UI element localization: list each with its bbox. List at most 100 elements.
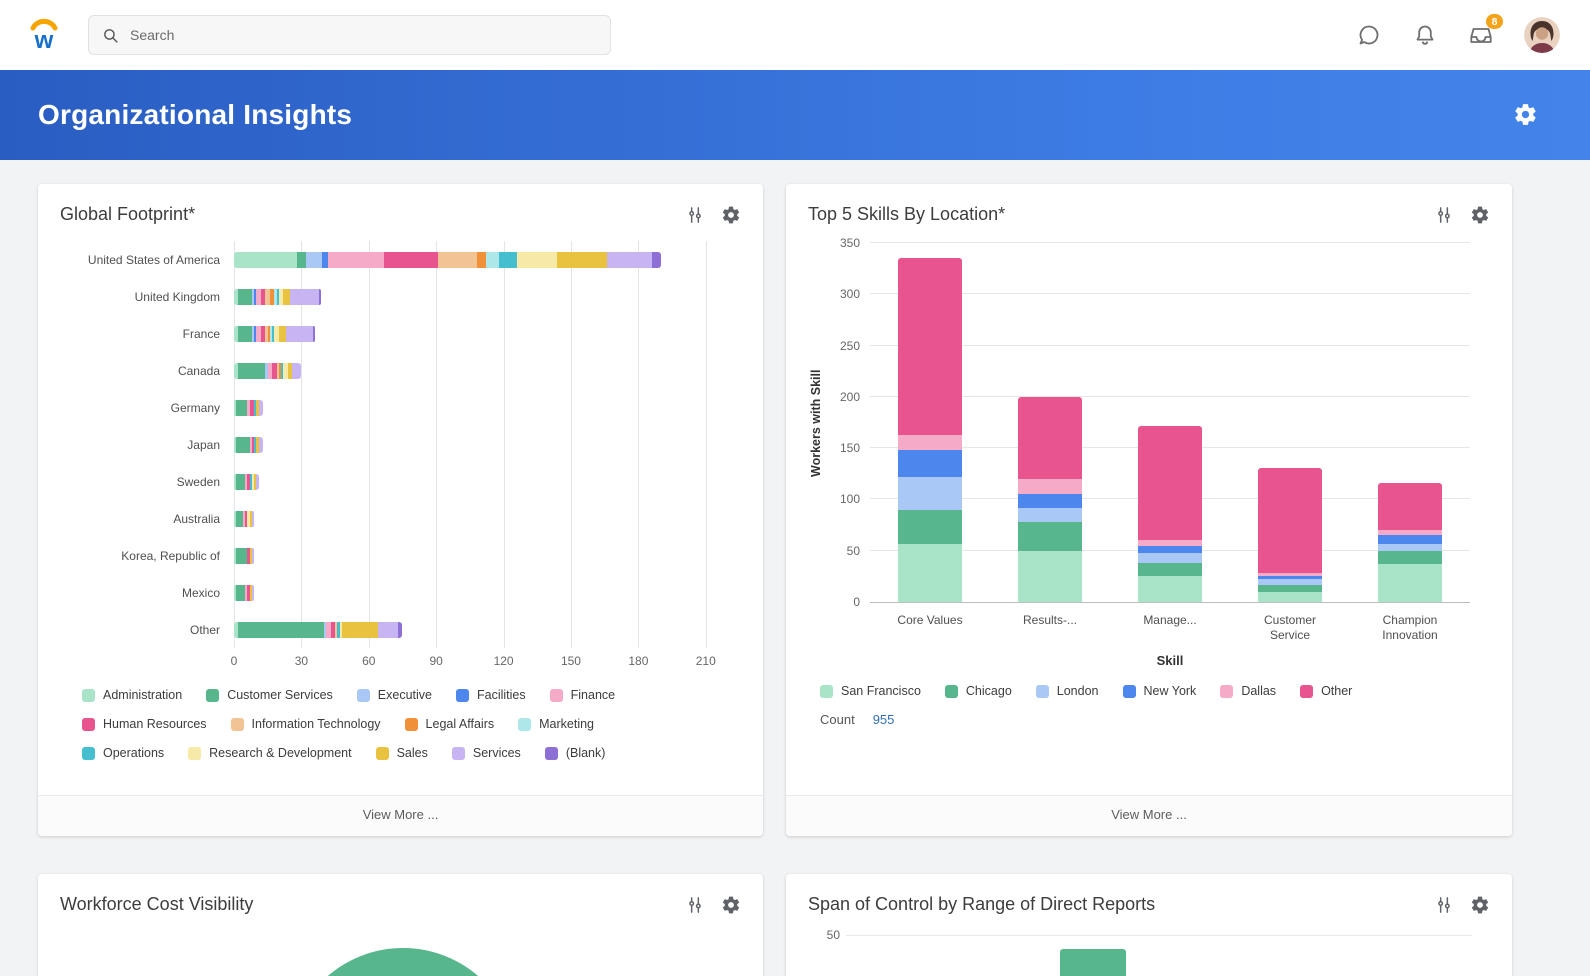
bar-segment[interactable] <box>1018 522 1082 551</box>
bar-segment[interactable] <box>249 436 252 453</box>
bar-segment[interactable] <box>254 399 257 416</box>
bar-segment[interactable] <box>1258 584 1322 592</box>
legend-item[interactable]: Services <box>451 746 521 760</box>
stacked-bar[interactable] <box>234 288 717 305</box>
bar-segment[interactable] <box>236 510 243 527</box>
bar-segment[interactable] <box>265 325 268 342</box>
bar-segment[interactable] <box>247 584 250 601</box>
bar-segment[interactable] <box>326 621 331 638</box>
bar-segment[interactable] <box>249 510 252 527</box>
filter-sliders-icon[interactable] <box>685 895 705 915</box>
bar-segment[interactable] <box>267 362 273 379</box>
bar-segment[interactable] <box>238 621 324 638</box>
bar-segment[interactable] <box>256 436 259 453</box>
bar-segment[interactable] <box>339 621 342 638</box>
stacked-bar[interactable] <box>234 399 717 416</box>
legend-item[interactable]: Marketing <box>518 717 594 731</box>
stacked-bar[interactable] <box>234 621 717 638</box>
filter-sliders-icon[interactable] <box>1434 205 1454 225</box>
filter-sliders-icon[interactable] <box>685 205 705 225</box>
bar-segment[interactable] <box>245 473 248 490</box>
bar-segment[interactable] <box>330 621 336 638</box>
bar-segment[interactable] <box>335 621 338 638</box>
search-box[interactable] <box>88 15 611 55</box>
bar-segment[interactable] <box>269 325 273 342</box>
bar-segment[interactable] <box>256 399 259 416</box>
bar-segment[interactable] <box>251 436 255 453</box>
bar-segment[interactable] <box>397 621 403 638</box>
bar-segment[interactable] <box>312 325 315 342</box>
stacked-bar[interactable] <box>1138 243 1202 602</box>
bar-segment[interactable] <box>898 434 962 451</box>
bar-segment[interactable] <box>258 436 264 453</box>
legend-item[interactable]: Sales <box>375 746 428 760</box>
legend-item[interactable]: Customer Services <box>206 688 333 702</box>
bar-segment[interactable] <box>1378 483 1442 531</box>
bar-segment[interactable] <box>319 288 322 305</box>
bar-segment[interactable] <box>260 288 266 305</box>
bar-segment[interactable] <box>260 325 266 342</box>
legend-item[interactable]: Human Resources <box>82 717 207 731</box>
bar-segment[interactable] <box>238 325 252 342</box>
notifications-button[interactable] <box>1412 22 1438 48</box>
bar-segment[interactable] <box>1258 579 1322 585</box>
count-value-link[interactable]: 955 <box>872 712 895 727</box>
bar-segment[interactable] <box>236 399 248 416</box>
bar-segment[interactable] <box>245 584 248 601</box>
legend-item[interactable]: New York <box>1122 684 1196 698</box>
bar-segment[interactable] <box>281 362 284 379</box>
bar-segment[interactable] <box>898 258 962 435</box>
bar-segment[interactable] <box>485 251 500 268</box>
bar-segment[interactable] <box>256 325 261 342</box>
card-gear-icon[interactable] <box>721 205 741 225</box>
bar-segment[interactable] <box>296 251 306 268</box>
bar-segment[interactable] <box>283 288 291 305</box>
bar-segment[interactable] <box>272 362 277 379</box>
bar-segment[interactable] <box>256 288 261 305</box>
bar-segment[interactable] <box>323 621 327 638</box>
bar-segment[interactable] <box>251 584 255 601</box>
legend-item[interactable]: Research & Development <box>188 746 352 760</box>
bar-segment[interactable] <box>283 362 288 379</box>
bar-segment[interactable] <box>290 288 320 305</box>
legend-item[interactable]: Administration <box>82 688 182 702</box>
stacked-bar[interactable] <box>1258 243 1322 602</box>
legend-item[interactable]: Information Technology <box>230 717 381 731</box>
bar-segment[interactable] <box>1378 530 1442 536</box>
bar-segment[interactable] <box>341 621 378 638</box>
view-more-link[interactable]: View More ... <box>362 807 439 822</box>
view-more-link[interactable]: View More ... <box>1111 807 1187 822</box>
bar-segment[interactable] <box>274 288 277 305</box>
bar-segment[interactable] <box>1258 576 1322 580</box>
bar-segment[interactable] <box>1138 563 1202 577</box>
legend-item[interactable]: Dallas <box>1220 684 1276 698</box>
bar-segment[interactable] <box>265 362 268 379</box>
bar-segment[interactable] <box>249 473 252 490</box>
donut-chart-partial[interactable] <box>288 948 518 976</box>
bar-segment[interactable] <box>1138 545 1202 553</box>
stacked-bar[interactable] <box>234 362 717 379</box>
stacked-bar[interactable] <box>898 243 962 602</box>
legend-item[interactable]: (Blank) <box>544 746 605 760</box>
bar-segment[interactable] <box>1378 564 1442 602</box>
legend-item[interactable]: Legal Affairs <box>404 717 494 731</box>
bar-segment[interactable] <box>517 251 558 268</box>
legend-item[interactable]: Other <box>1300 684 1352 698</box>
bar-segment[interactable] <box>267 325 270 342</box>
bar-segment[interactable] <box>249 584 252 601</box>
workday-logo[interactable]: w <box>24 15 64 55</box>
bar-segment[interactable] <box>254 325 257 342</box>
bar-segment[interactable] <box>234 325 239 342</box>
bar-segment[interactable] <box>234 584 237 601</box>
stacked-bar[interactable] <box>234 251 717 268</box>
bar-segment[interactable] <box>254 288 257 305</box>
bar-segment[interactable] <box>258 399 264 416</box>
stacked-bar[interactable] <box>234 325 717 342</box>
bar-segment[interactable] <box>251 510 255 527</box>
bar-segment[interactable] <box>236 473 246 490</box>
bar-segment[interactable] <box>321 251 329 268</box>
bar-segment[interactable] <box>1378 543 1442 551</box>
bar-segment[interactable] <box>272 325 275 342</box>
card-gear-icon[interactable] <box>721 895 741 915</box>
bar-segment[interactable] <box>1018 507 1082 522</box>
